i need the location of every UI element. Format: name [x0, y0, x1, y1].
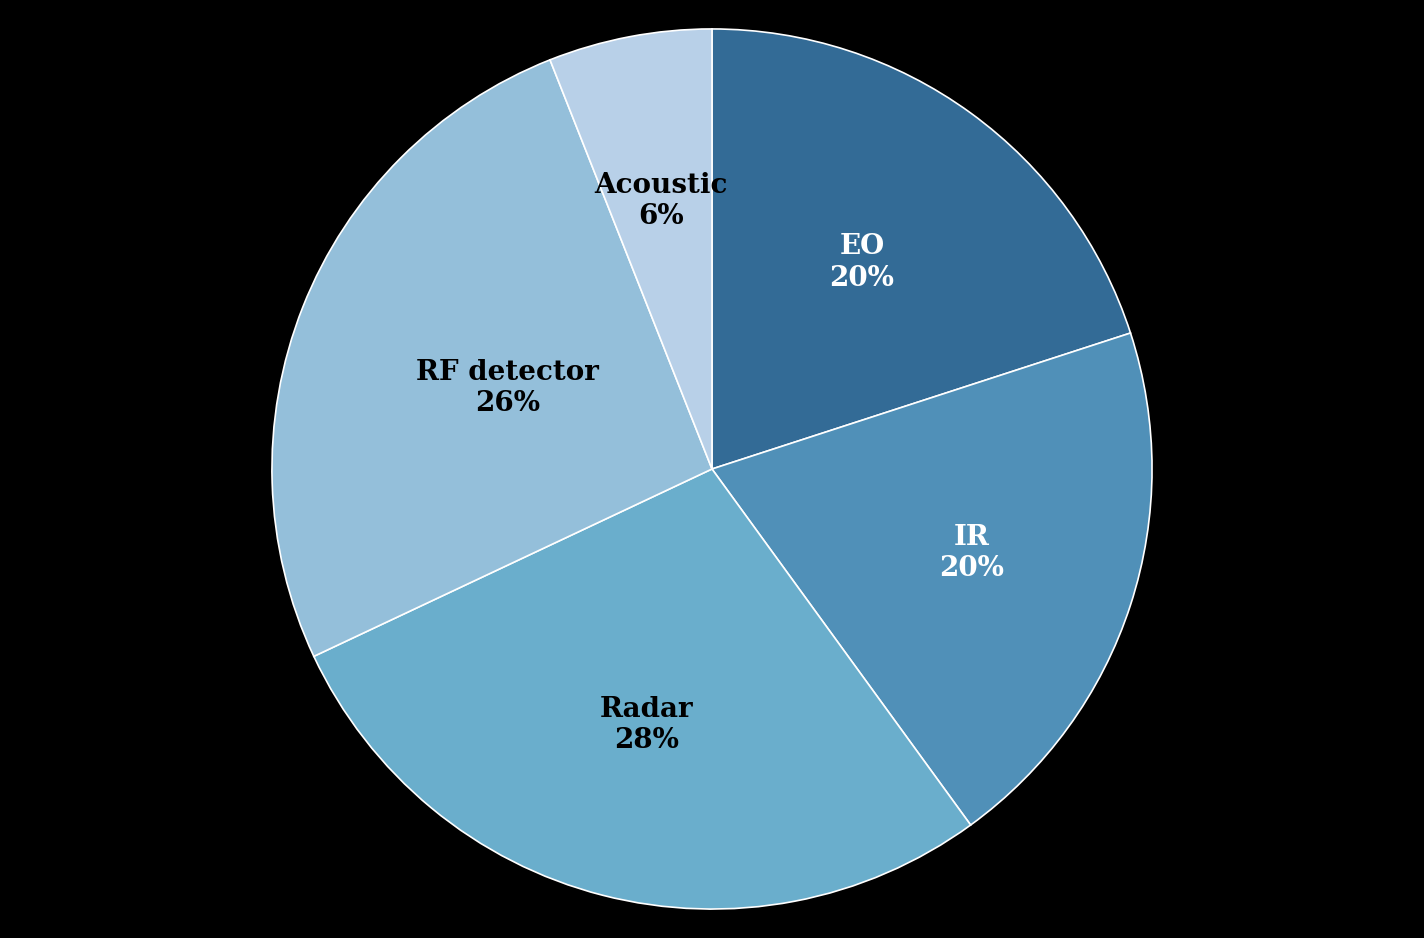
Wedge shape [272, 60, 712, 657]
Text: Radar
28%: Radar 28% [600, 696, 693, 754]
Text: RF detector
26%: RF detector 26% [416, 359, 600, 417]
Text: IR
20%: IR 20% [938, 524, 1004, 582]
Wedge shape [550, 29, 712, 469]
Wedge shape [712, 333, 1152, 825]
Wedge shape [712, 29, 1131, 469]
Wedge shape [313, 469, 971, 909]
Text: Acoustic
6%: Acoustic 6% [594, 172, 728, 230]
Text: EO
20%: EO 20% [830, 234, 894, 292]
